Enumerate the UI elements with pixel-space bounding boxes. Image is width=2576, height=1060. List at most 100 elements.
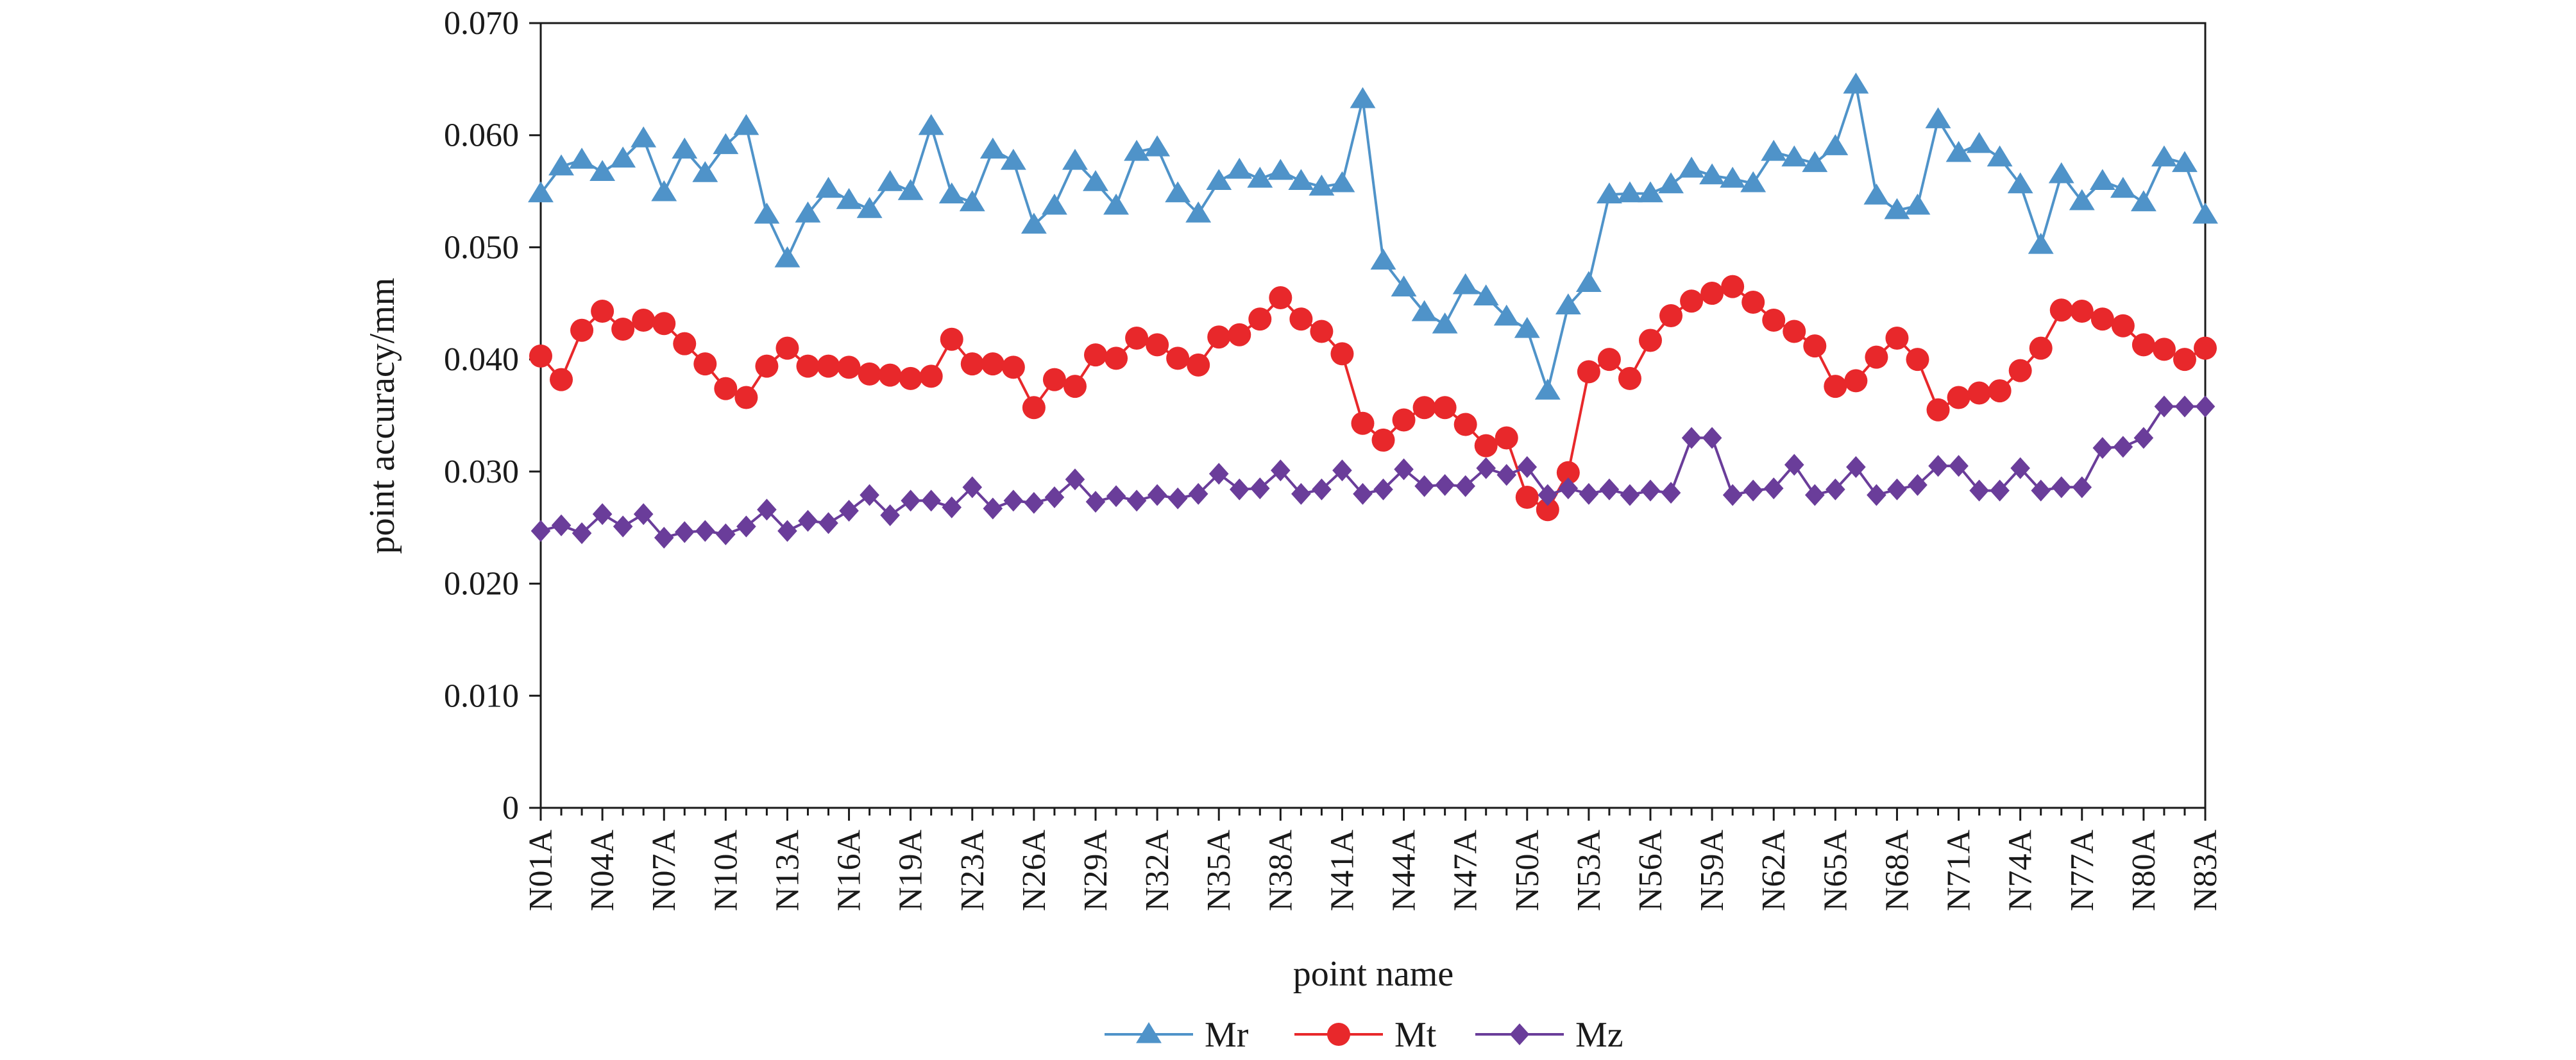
data-point-mz (1846, 456, 1866, 478)
data-point-mr (1863, 184, 1890, 205)
data-point-mt (1412, 396, 1436, 420)
x-tick-label: N47A (1448, 830, 1484, 912)
data-point-mz (1476, 457, 1496, 479)
data-point-mr (1781, 145, 1808, 167)
data-point-mt (1967, 381, 1991, 405)
data-point-mt (1330, 342, 1354, 366)
data-point-mt (2194, 336, 2217, 360)
x-tick-label: N13A (769, 830, 806, 912)
x-tick-label: N68A (1879, 830, 1915, 912)
x-tick-label: N80A (2126, 830, 2162, 912)
data-point-mr (2007, 172, 2033, 194)
data-point-mt (817, 354, 840, 378)
data-point-mr (1884, 198, 1910, 219)
data-point-mt (837, 355, 861, 379)
x-tick-label: N44A (1386, 830, 1423, 912)
x-tick-label: N59A (1694, 830, 1731, 912)
data-point-mz (1826, 478, 1845, 500)
data-point-mz (1332, 459, 1352, 482)
data-point-mr (2172, 151, 2198, 173)
data-point-mt (1392, 408, 1416, 432)
data-point-mz (2031, 479, 2051, 502)
data-point-mt (919, 364, 943, 388)
data-point-mz (860, 484, 879, 506)
x-tick-label: N71A (1941, 830, 1978, 912)
data-point-mz (530, 520, 551, 542)
data-point-mt (652, 312, 676, 336)
data-point-mz (1517, 456, 1538, 478)
data-point-mt (1084, 343, 1107, 367)
data-point-mr (1473, 284, 1499, 305)
data-point-mz (2133, 427, 2154, 449)
x-tick-label: N16A (831, 830, 868, 912)
data-point-mt (1022, 396, 1046, 420)
data-point-mz (901, 490, 920, 512)
data-point-mr (569, 148, 595, 169)
data-point-mr (1083, 170, 1108, 191)
data-point-mr (2089, 169, 2115, 191)
x-tick-label: N04A (584, 830, 621, 912)
data-point-mt (1351, 411, 1375, 435)
x-tick-label: N77A (2064, 830, 2101, 912)
data-point-mt (1207, 325, 1231, 349)
data-point-mt (1618, 366, 1641, 390)
data-point-mr (1452, 273, 1479, 295)
data-point-mt (1680, 289, 1704, 313)
data-point-mt (2111, 314, 2135, 338)
data-point-mr (1124, 139, 1150, 161)
data-point-mt (570, 318, 594, 342)
data-point-mz (2113, 436, 2133, 458)
data-point-mt (1865, 345, 1888, 369)
data-point-mt (529, 344, 552, 368)
data-point-mz (1640, 479, 1661, 502)
data-point-mz (1229, 478, 1250, 500)
series-line-mz (540, 405, 2205, 540)
data-point-mt (1228, 323, 1251, 346)
data-point-mt (714, 377, 738, 400)
data-point-mt (2029, 336, 2053, 360)
legend-marker (1509, 1023, 1530, 1045)
x-tick-label: N74A (2003, 830, 2039, 912)
data-point-mt (899, 366, 922, 390)
data-point-mt (981, 352, 1004, 376)
data-point-mr (1267, 158, 1294, 180)
data-point-mt (611, 317, 635, 341)
data-point-mr (1987, 145, 2013, 167)
data-point-mz (1024, 492, 1044, 514)
data-point-mz (2154, 395, 2174, 418)
legend-item-mz: Mz (1475, 1015, 1623, 1055)
data-point-mz (921, 490, 942, 512)
data-point-mr (2151, 145, 2177, 167)
data-point-mr (1493, 304, 1520, 326)
x-tick-label: N32A (1139, 830, 1176, 912)
data-point-mt (1885, 326, 1909, 350)
data-point-mz (1414, 475, 1434, 497)
data-point-mz (1250, 477, 1270, 500)
data-point-mz (736, 515, 756, 538)
x-tick-label: N29A (1078, 830, 1114, 912)
data-point-mr (815, 176, 842, 198)
x-tick-label: N01A (523, 830, 559, 912)
data-point-mt (1906, 348, 1929, 372)
data-point-mz (1599, 478, 1620, 500)
data-point-mr (1925, 107, 1951, 128)
data-point-mt (1988, 379, 2012, 403)
legend-label: Mt (1394, 1015, 1437, 1055)
plot-area: 0 0.010 0.020 0.030 0.040 0.050 0.060 0.070 N01… (444, 5, 2224, 911)
data-point-mt (2131, 333, 2155, 357)
data-point-mr (1761, 139, 1787, 161)
data-point-mz (839, 500, 859, 522)
data-point-mz (1065, 468, 1085, 491)
data-point-mt (2173, 348, 2196, 372)
data-point-mr (856, 197, 883, 218)
data-point-mt (673, 332, 697, 355)
y-axis-title: point accuracy/mm (362, 278, 402, 554)
data-point-mr (733, 114, 759, 135)
data-point-mt (1803, 334, 1827, 358)
data-point-mr (836, 188, 862, 209)
data-point-mt (1166, 346, 1190, 370)
data-point-mr (979, 137, 1006, 159)
data-point-mt (2152, 338, 2176, 361)
data-point-mr (548, 154, 574, 176)
data-point-mz (1003, 490, 1024, 512)
